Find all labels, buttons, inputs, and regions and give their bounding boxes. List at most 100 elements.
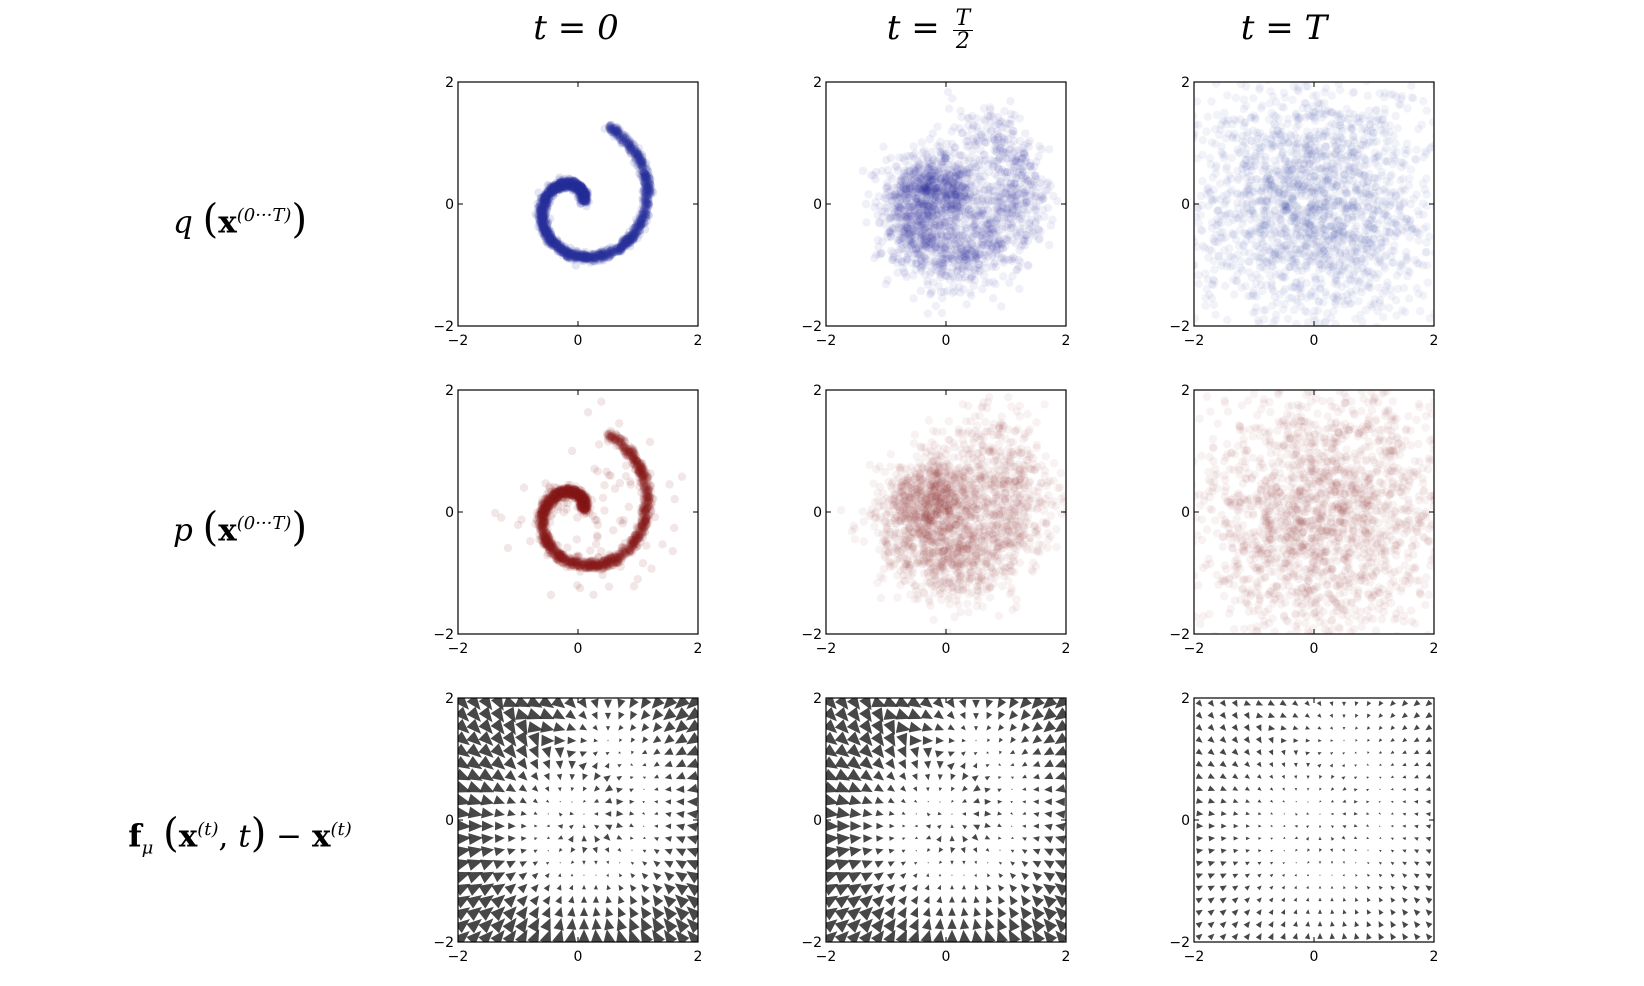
scatter-point	[1201, 301, 1210, 310]
scatter-point	[564, 180, 573, 189]
scatter-point	[636, 222, 645, 231]
scatter-point	[607, 124, 616, 133]
scatter-point	[578, 190, 587, 199]
scatter-point	[588, 256, 597, 265]
scatter-point	[568, 177, 578, 186]
scatter-point	[537, 219, 547, 228]
scatter-point	[632, 148, 642, 158]
scatter-point	[626, 144, 635, 153]
scatter-point	[552, 241, 561, 251]
row-label-p-superscript: (0···T)	[236, 513, 292, 534]
scatter-point	[640, 170, 650, 179]
scatter-point	[989, 212, 998, 222]
scatter-point	[556, 248, 565, 257]
scatter-point	[892, 193, 902, 202]
scatter-point	[637, 205, 646, 214]
scatter-point	[900, 226, 909, 236]
scatter-point	[642, 185, 651, 195]
scatter-point	[643, 199, 653, 208]
scatter-point	[568, 182, 578, 191]
scatter-point	[586, 253, 595, 263]
scatter-point	[639, 195, 648, 204]
scatter-point	[616, 244, 625, 254]
scatter-point	[545, 188, 554, 197]
scatter-point	[918, 154, 927, 164]
scatter-point	[571, 253, 580, 262]
scatter-point	[937, 308, 947, 318]
scatter-point	[640, 172, 649, 181]
scatter-point	[542, 194, 551, 203]
scatter-point	[553, 244, 562, 253]
scatter-point	[554, 183, 564, 192]
scatter-point	[535, 202, 544, 211]
scatter-point	[574, 181, 583, 190]
scatter-point	[642, 186, 651, 195]
scatter-point	[933, 122, 942, 131]
scatter-point	[936, 147, 945, 156]
scatter-point	[1031, 204, 1040, 214]
scatter-point	[629, 234, 638, 243]
scatter-point	[538, 214, 548, 224]
scatter-point	[580, 254, 590, 263]
scatter-point	[556, 247, 566, 256]
scatter-point	[590, 254, 599, 263]
scatter-point	[977, 165, 987, 175]
scatter-point	[627, 236, 636, 245]
scatter-point	[567, 179, 576, 189]
scatter-point	[906, 216, 915, 225]
scatter-point	[577, 195, 586, 204]
scatter-point	[596, 250, 606, 259]
scatter-point	[583, 192, 592, 201]
scatter-point	[540, 195, 550, 204]
scatter-point	[576, 186, 585, 195]
scatter-point	[559, 247, 568, 257]
scatter-point	[546, 234, 556, 243]
scatter-point	[643, 192, 652, 201]
scatter-point	[1417, 120, 1427, 130]
scatter-point	[552, 184, 561, 194]
scatter-point	[573, 181, 582, 191]
scatter-point	[1439, 303, 1447, 311]
scatter-point	[617, 245, 627, 254]
scatter-point	[580, 193, 590, 202]
scatter-point	[643, 173, 652, 182]
scatter-point	[547, 189, 557, 198]
scatter-point	[626, 142, 636, 151]
scatter-point	[1031, 171, 1041, 181]
scatter-point	[573, 193, 583, 202]
scatter-point	[610, 126, 620, 135]
scatter-point	[542, 198, 551, 208]
scatter-point	[1003, 236, 1013, 245]
scatter-point	[559, 178, 569, 187]
scatter-point	[603, 248, 612, 258]
scatter-point	[591, 254, 600, 263]
scatter-point	[545, 226, 554, 235]
scatter-point	[539, 223, 549, 232]
scatter-point	[944, 104, 954, 113]
scatter-point	[635, 222, 645, 232]
scatter-point	[549, 186, 558, 196]
row-label-p-open-paren: (	[202, 504, 219, 551]
scatter-point	[570, 181, 579, 190]
scatter-point	[547, 186, 557, 195]
scatter-point	[553, 236, 562, 245]
scatter-point	[1022, 231, 1031, 240]
scatter-point	[604, 247, 613, 257]
scatter-point	[623, 236, 632, 246]
scatter-point	[558, 180, 568, 189]
scatter-point	[538, 222, 547, 231]
scatter-point	[553, 181, 562, 191]
scatter-point	[639, 187, 648, 196]
scatter-point	[565, 179, 574, 188]
scatter-point	[573, 248, 582, 257]
scatter-point	[599, 253, 608, 262]
scatter-point	[539, 195, 548, 204]
scatter-point	[544, 236, 554, 245]
scatter-point	[576, 189, 585, 199]
scatter-point	[563, 177, 572, 186]
scatter-point	[577, 183, 586, 192]
scatter-point	[640, 209, 649, 218]
scatter-point	[569, 176, 578, 186]
scatter-point	[641, 198, 650, 207]
scatter-point	[579, 197, 589, 206]
